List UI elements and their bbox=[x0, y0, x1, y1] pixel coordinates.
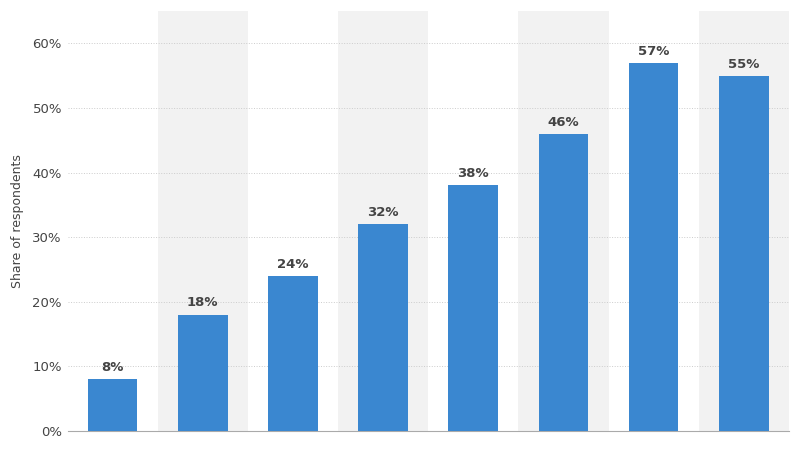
Bar bbox=[88, 379, 138, 431]
Bar bbox=[158, 11, 248, 431]
Text: 57%: 57% bbox=[638, 45, 670, 58]
Bar bbox=[518, 11, 609, 431]
Bar bbox=[719, 76, 769, 431]
Bar bbox=[538, 134, 588, 431]
Y-axis label: Share of respondents: Share of respondents bbox=[11, 154, 24, 288]
Text: 8%: 8% bbox=[102, 361, 124, 374]
Bar bbox=[178, 315, 227, 431]
Text: 24%: 24% bbox=[277, 258, 309, 271]
Bar bbox=[698, 11, 789, 431]
Text: 46%: 46% bbox=[548, 116, 579, 129]
Bar bbox=[449, 185, 498, 431]
Bar bbox=[358, 224, 408, 431]
Bar bbox=[629, 63, 678, 431]
Text: 18%: 18% bbox=[187, 297, 218, 310]
Text: 32%: 32% bbox=[367, 206, 399, 219]
Bar bbox=[338, 11, 428, 431]
Text: 55%: 55% bbox=[728, 58, 759, 71]
Bar bbox=[268, 276, 318, 431]
Text: 38%: 38% bbox=[458, 167, 489, 180]
